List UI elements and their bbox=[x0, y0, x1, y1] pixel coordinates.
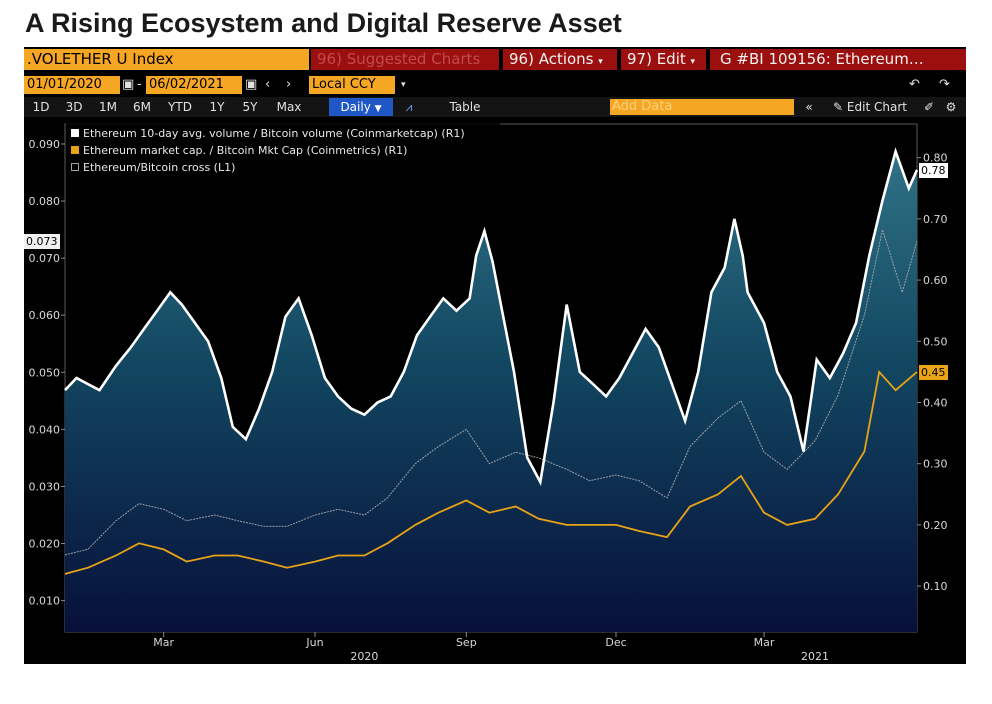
calendar-icon[interactable]: ▣ bbox=[122, 77, 135, 92]
legend-label: Ethereum/Bitcoin cross (L1) bbox=[83, 161, 236, 174]
legend-swatch bbox=[71, 146, 79, 154]
range-max[interactable]: Max bbox=[276, 100, 302, 114]
left-axis-tick-label: 0.020 bbox=[29, 538, 61, 551]
left-axis-tick-label: 0.060 bbox=[29, 309, 61, 322]
currency-select[interactable]: Local CCY bbox=[309, 76, 395, 94]
chart-area: 0.010 0.020 0.030 0.040 0.050 0.060 0.070 0.080… bbox=[29, 123, 948, 663]
range-1m[interactable]: 1M bbox=[99, 100, 117, 114]
left-axis-tick-label: 0.030 bbox=[29, 480, 61, 493]
command-bar: .VOLETHER U Index 96) Suggested Charts 9… bbox=[24, 47, 966, 72]
legend-swatch bbox=[71, 129, 79, 137]
x-axis-month-label: Jun bbox=[305, 636, 323, 649]
range-6m[interactable]: 6M bbox=[133, 100, 151, 114]
legend-item-volume: Ethereum 10-day avg. volume / Bitcoin vo… bbox=[71, 126, 465, 142]
chevron-down-icon: ▼ bbox=[374, 104, 382, 114]
security-title[interactable]: G #BI 109156: Ethereum… bbox=[710, 49, 966, 70]
legend-item-market-cap: Ethereum market cap. / Bitcoin Mkt Cap (… bbox=[71, 143, 407, 159]
arrow-left-icon[interactable]: ‹ bbox=[265, 77, 271, 92]
range-5y[interactable]: 5Y bbox=[242, 100, 258, 114]
chart-toolbar: 1D 3D 1M 6M YTD 1Y 5Y Max Daily ▼ ⩘ Tabl… bbox=[24, 97, 966, 117]
start-date-input[interactable]: 01/01/2020 bbox=[24, 76, 120, 94]
left-axis-tick-label: 0.010 bbox=[29, 595, 61, 608]
market-cap-last-value-flag: 0.45 bbox=[919, 364, 948, 380]
legend-item-cross: Ethereum/Bitcoin cross (L1) bbox=[71, 160, 235, 176]
range-1d[interactable]: 1D bbox=[32, 100, 50, 114]
chevron-down-icon[interactable]: ▾ bbox=[401, 80, 406, 90]
volume-last-value-flag: 0.78 bbox=[919, 162, 948, 178]
edit-label: 97) Edit bbox=[627, 50, 686, 68]
edit-chart-label: Edit Chart bbox=[846, 100, 907, 114]
date-separator: - bbox=[137, 77, 142, 92]
arrow-right-icon[interactable]: › bbox=[286, 77, 292, 92]
page-title: A Rising Ecosystem and Digital Reserve A… bbox=[25, 8, 622, 38]
x-axis-month-label: Dec bbox=[605, 636, 626, 649]
right-axis-tick-label: 0.60 bbox=[923, 274, 948, 287]
double-chevron-left-icon[interactable]: « bbox=[805, 100, 813, 114]
frequency-label: Daily bbox=[340, 100, 371, 114]
x-axis-year-label: 2020 bbox=[350, 650, 378, 663]
edit-chart-button[interactable]: ✎ Edit Chart bbox=[822, 98, 918, 116]
range-1y[interactable]: 1Y bbox=[209, 100, 225, 114]
right-axis-tick-label: 0.70 bbox=[923, 213, 948, 226]
frequency-select[interactable]: Daily ▼ bbox=[329, 98, 393, 116]
legend-label: Ethereum 10-day avg. volume / Bitcoin vo… bbox=[83, 127, 465, 140]
right-axis-tick-label: 0.20 bbox=[923, 519, 948, 532]
left-axis-tick-label: 0.050 bbox=[29, 366, 61, 379]
right-axis-tick-label: 0.10 bbox=[923, 580, 948, 593]
x-axis-month-label: Mar bbox=[153, 636, 174, 649]
x-axis-year-label: 2021 bbox=[801, 650, 829, 663]
right-axis-tick-label: 0.50 bbox=[923, 335, 948, 348]
chevron-down-icon: ▾ bbox=[690, 57, 696, 67]
left-axis-tick-label: 0.080 bbox=[29, 195, 61, 208]
table-button[interactable]: Table bbox=[449, 100, 481, 114]
gear-icon[interactable]: ⚙ bbox=[945, 100, 957, 114]
x-axis-month-label: Mar bbox=[754, 636, 775, 649]
left-axis-tick-label: 0.040 bbox=[29, 423, 61, 436]
right-axis: 0.10 0.20 0.30 0.40 0.50 0.60 0.70 0.80 bbox=[917, 152, 948, 593]
chevron-down-icon: ▾ bbox=[598, 57, 603, 67]
bloomberg-terminal-panel: .VOLETHER U Index 96) Suggested Charts 9… bbox=[24, 47, 966, 664]
range-3d[interactable]: 3D bbox=[65, 100, 83, 114]
left-axis: 0.010 0.020 0.030 0.040 0.050 0.060 0.070 0.080… bbox=[29, 138, 65, 608]
ticker-input[interactable]: .VOLETHER U Index bbox=[24, 49, 309, 70]
left-axis-last-value-flag: 0.073 bbox=[24, 234, 60, 249]
chart-legend: Ethereum 10-day avg. volume / Bitcoin vo… bbox=[66, 123, 500, 179]
right-axis-tick-label: 0.40 bbox=[923, 396, 948, 409]
pencil-icon: ✎ bbox=[833, 100, 847, 114]
left-axis-tick-label: 0.090 bbox=[29, 138, 61, 151]
range-ytd[interactable]: YTD bbox=[168, 100, 192, 114]
left-axis-tick-label: 0.070 bbox=[29, 252, 61, 265]
right-axis-tick-label: 0.30 bbox=[923, 458, 948, 471]
actions-label: 96) Actions bbox=[509, 50, 594, 68]
legend-label: Ethereum market cap. / Bitcoin Mkt Cap (… bbox=[83, 144, 408, 157]
line-chart-icon[interactable]: ⩘ bbox=[405, 100, 413, 114]
right-axis-tick-label: 0.80 bbox=[923, 152, 948, 165]
undo-icon[interactable]: ↶ bbox=[909, 77, 920, 92]
x-axis: Mar Jun Sep Dec Mar 2020 2021 bbox=[153, 632, 829, 663]
actions-menu[interactable]: 96) Actions ▾ bbox=[503, 49, 617, 70]
volume-series-line bbox=[64, 147, 919, 486]
cross-series-line bbox=[64, 227, 918, 556]
x-axis-month-label: Sep bbox=[456, 636, 477, 649]
pencil-icon[interactable]: ✐ bbox=[923, 100, 935, 114]
date-range-bar: 01/01/2020 ▣ - 06/02/2021 ▣ ‹ › Local CC… bbox=[24, 74, 966, 96]
market-cap-series-line bbox=[64, 369, 918, 575]
redo-icon[interactable]: ↷ bbox=[939, 77, 950, 92]
calendar-icon[interactable]: ▣ bbox=[245, 77, 258, 92]
legend-swatch bbox=[71, 163, 79, 171]
suggested-charts-menu[interactable]: 96) Suggested Charts bbox=[311, 49, 499, 70]
add-data-input[interactable]: Add Data bbox=[610, 99, 794, 115]
volume-area-fill bbox=[65, 151, 917, 632]
edit-menu[interactable]: 97) Edit ▾ bbox=[621, 49, 706, 70]
end-date-input[interactable]: 06/02/2021 bbox=[146, 76, 242, 94]
